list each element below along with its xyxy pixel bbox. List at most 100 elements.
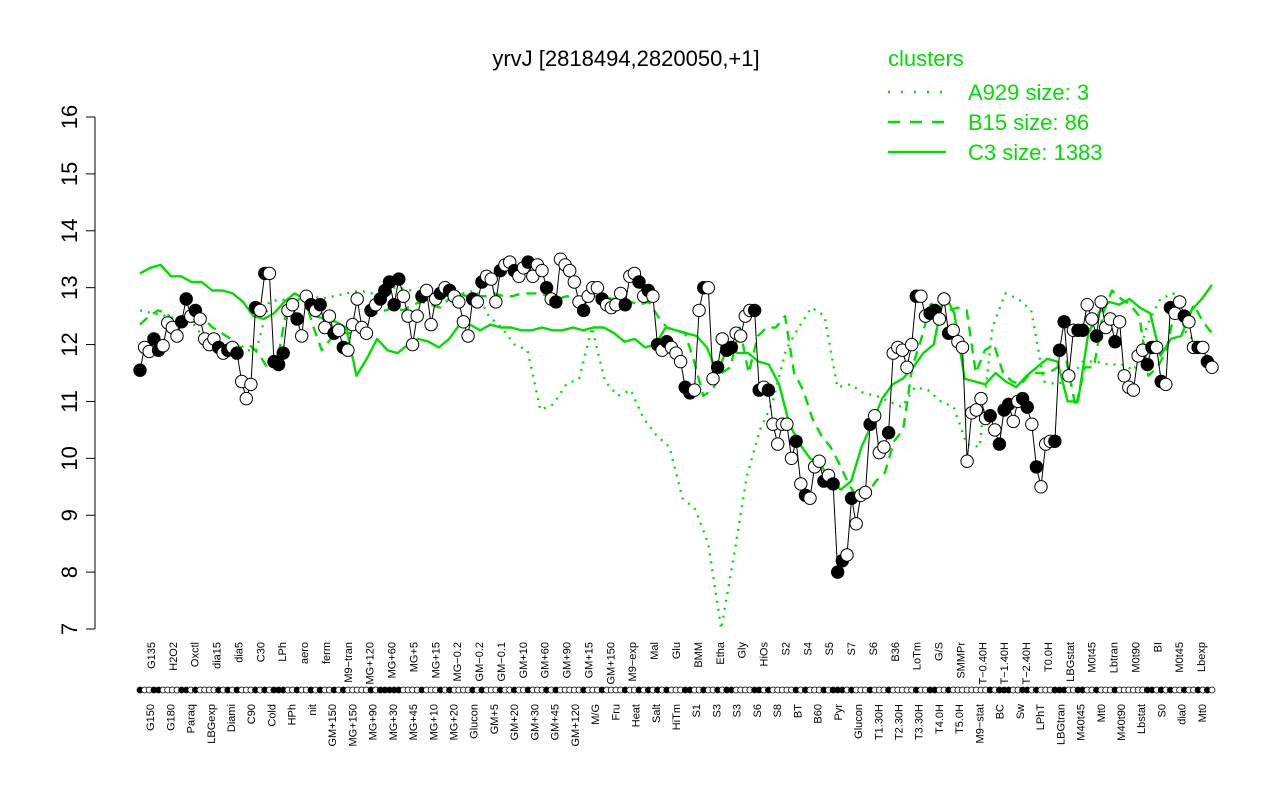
sample-point xyxy=(780,417,794,431)
x-tick-label-top: dia15 xyxy=(212,642,224,669)
sample-point xyxy=(239,391,254,406)
sample-point xyxy=(1196,340,1210,355)
x-tick-label-bottom: MG+45 xyxy=(408,704,420,740)
sample-point xyxy=(724,340,739,355)
legend: clusters A929 size: 3 B15 size: 86 C3 size… xyxy=(888,46,1103,165)
x-tick-label-bottom: Lbstat xyxy=(1136,704,1148,734)
x-tick-label-bottom: LPhT xyxy=(1035,704,1047,731)
sample-point xyxy=(133,363,147,377)
sample-point xyxy=(341,343,355,357)
sample-point xyxy=(877,440,891,454)
x-tick-label-bottom: dia0 xyxy=(1177,704,1189,725)
y-tick-label: 9 xyxy=(57,509,82,521)
sample-point xyxy=(974,391,988,406)
x-tick-label-bottom: MG+10 xyxy=(428,704,440,740)
x-tick-label-bottom: T1.30H xyxy=(873,704,885,740)
x-tick-label-top: S2 xyxy=(780,642,792,655)
x-tick-label-bottom: Diami xyxy=(226,704,238,732)
x-tick-label-top: MG+5 xyxy=(409,642,421,672)
sample-point xyxy=(396,289,411,303)
x-tick-label-top: S6 xyxy=(868,642,880,655)
x-tick-label-top: S5 xyxy=(824,642,836,655)
x-tick-label-top: T−1.40H xyxy=(999,642,1011,685)
x-tick-label-top: LoTm xyxy=(912,642,924,670)
x-tick-label-top: GM+60 xyxy=(540,642,552,678)
sample-point xyxy=(784,451,799,465)
x-tick-label-bottom: M40t45 xyxy=(1076,704,1088,741)
sample-point xyxy=(692,303,706,318)
sample-point xyxy=(179,292,193,306)
sample-point xyxy=(706,372,720,386)
sample-point xyxy=(563,263,577,278)
sample-point xyxy=(1034,480,1048,494)
x-tick-label-top: Oxctl xyxy=(190,642,202,667)
sample-trace xyxy=(139,257,1213,573)
sample-point xyxy=(1089,329,1104,343)
sample-point xyxy=(1182,315,1196,329)
sample-point xyxy=(253,303,267,318)
x-tick-label-top: HiOs xyxy=(759,642,771,667)
sample-point xyxy=(710,360,725,374)
legend-label: B15 size: 86 xyxy=(968,110,1089,135)
sample-point xyxy=(295,329,309,343)
sample-point xyxy=(946,323,960,337)
sample-point xyxy=(549,295,563,309)
x-tick-label-top: M0t90 xyxy=(1130,642,1142,673)
x-tick-label-top: Mal xyxy=(649,642,661,660)
x-tick-label-top: GM−0.1 xyxy=(496,642,508,681)
x-tick-label-top: M0t45 xyxy=(1174,642,1186,673)
sample-point xyxy=(285,298,300,312)
x-tick-label-top: MG−0.2 xyxy=(452,642,464,681)
sample-point xyxy=(687,383,702,397)
sample-point xyxy=(1126,383,1141,397)
x-tick-label-bottom: GM+30 xyxy=(529,704,541,740)
x-tick-label-bottom: Mt0 xyxy=(1197,704,1209,722)
sample-point xyxy=(771,437,785,451)
sample-point xyxy=(567,275,581,289)
sample-point xyxy=(452,295,466,309)
sample-point xyxy=(613,286,628,301)
cluster-c3-line xyxy=(139,263,1213,491)
x-tick-label-top: C30 xyxy=(255,642,267,662)
x-tick-label-bottom: M9−stat xyxy=(974,704,986,743)
sample-point xyxy=(812,454,826,468)
x-tick-label-bottom: S3 xyxy=(712,704,724,717)
x-tick-label-top: M9−exp xyxy=(627,642,639,681)
sample-point xyxy=(392,272,406,286)
sample-point xyxy=(484,272,498,286)
x-tick-label-bottom: Heat xyxy=(631,704,643,727)
sample-point xyxy=(230,346,244,360)
sample-point xyxy=(322,309,337,323)
x-tick-label-top: Lbtran xyxy=(1109,642,1121,673)
x-tick-label-top: BI xyxy=(1152,642,1164,652)
sample-point xyxy=(535,263,549,278)
x-tick-label-top: G/S xyxy=(934,642,946,661)
sample-point xyxy=(900,360,914,374)
sample-point xyxy=(156,339,170,353)
x-tick-label-bottom: GM+120 xyxy=(570,704,582,747)
x-tick-label-top: SMMPr xyxy=(955,642,967,679)
x-tick-label-top: GM−0.2 xyxy=(474,642,486,681)
x-tick-label-bottom: nit xyxy=(307,704,319,716)
sample-point xyxy=(715,332,729,346)
sample-point xyxy=(992,437,1007,451)
x-tick-label-top: Gly xyxy=(737,642,749,659)
sample-point xyxy=(747,303,762,318)
y-tick-label: 13 xyxy=(57,275,82,299)
x-tick-label-bottom: Mt0 xyxy=(1096,704,1108,722)
sample-point xyxy=(1149,340,1164,355)
sample-point xyxy=(539,281,554,295)
sample-point xyxy=(1057,315,1071,329)
x-tick-label-bottom: S6 xyxy=(752,704,764,717)
sample-point xyxy=(955,340,970,355)
sample-point xyxy=(1062,369,1076,383)
sample-point xyxy=(914,289,928,303)
sample-point xyxy=(868,409,882,423)
x-tick-label-bottom: S0 xyxy=(1156,704,1168,717)
sample-point xyxy=(831,565,845,579)
sample-point xyxy=(1020,400,1034,414)
y-tick-label: 10 xyxy=(57,446,82,470)
y-tick-label: 7 xyxy=(57,623,82,635)
sample-point xyxy=(937,292,951,306)
x-tick-label-bottom: G180 xyxy=(165,704,177,731)
